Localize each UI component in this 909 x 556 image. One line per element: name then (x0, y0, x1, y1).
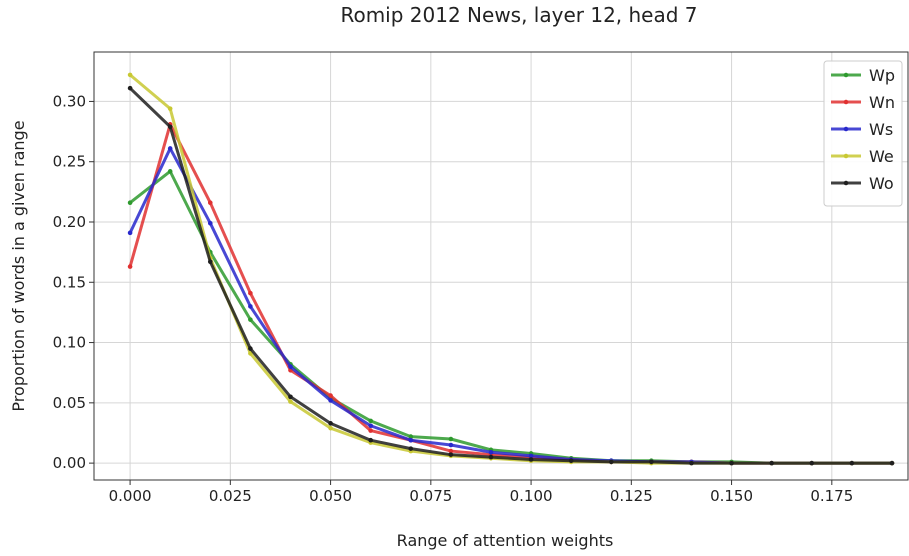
legend-label: We (869, 147, 894, 166)
data-point (207, 220, 213, 226)
legend-label: Ws (869, 120, 893, 139)
data-point (849, 460, 855, 466)
legend-item-wp: Wp (831, 66, 895, 85)
x-tick-label: 0.025 (209, 487, 252, 505)
data-point (167, 169, 173, 174)
data-point (528, 453, 534, 459)
y-tick-label: 0.25 (53, 153, 86, 171)
data-point (408, 446, 414, 451)
data-point (248, 317, 253, 322)
data-point (408, 437, 414, 443)
x-tick-label: 0.125 (610, 487, 653, 505)
x-tick-label: 0.000 (109, 487, 152, 505)
series-line-ws (128, 146, 892, 465)
legend: Wp Wn Ws We Wo (823, 60, 903, 207)
x-tick-label: 0.050 (309, 487, 352, 505)
data-point (207, 200, 213, 206)
data-point (608, 459, 614, 465)
x-tick-label: 0.100 (510, 487, 553, 505)
y-tick-label: 0.15 (53, 273, 86, 291)
series-line-we (129, 73, 892, 465)
legend-item-wn: Wn (831, 93, 895, 112)
data-point (488, 454, 494, 460)
data-point (448, 448, 454, 454)
data-point (368, 437, 373, 443)
plot-frame (93, 51, 909, 481)
data-point (248, 290, 253, 296)
data-point (568, 458, 574, 464)
data-point (328, 393, 333, 398)
data-point (729, 460, 734, 466)
series-line-wo (129, 87, 892, 465)
data-point (769, 460, 774, 466)
data-point (528, 457, 534, 462)
data-point (248, 304, 253, 309)
x-axis-label: Range of attention weights (397, 531, 614, 550)
legend-item-we: We (831, 147, 894, 166)
y-tick-label: 0.30 (53, 92, 86, 110)
data-point (167, 124, 173, 130)
data-point (448, 452, 454, 457)
legend-marker (843, 153, 849, 159)
legend-marker (843, 180, 849, 186)
series-we (127, 72, 895, 466)
data-point (127, 230, 133, 236)
data-point (368, 418, 373, 424)
legend-label: Wn (869, 93, 895, 112)
data-point (288, 399, 293, 404)
series-line-wp (129, 169, 892, 465)
legend-item-ws: Ws (831, 120, 893, 139)
series-group (127, 72, 895, 466)
data-point (127, 264, 133, 269)
legend-marker (843, 99, 849, 105)
y-tick-label: 0.00 (53, 454, 86, 472)
data-point (288, 364, 293, 369)
data-point (368, 428, 373, 433)
data-point (167, 106, 173, 111)
data-point (328, 425, 333, 431)
data-point (448, 442, 454, 448)
y-axis-label: Proportion of words in a given range (9, 120, 28, 411)
y-tick-label: 0.10 (53, 334, 86, 352)
data-point (448, 436, 454, 442)
legend-label: Wp (869, 66, 895, 85)
data-point (649, 459, 654, 465)
data-point (488, 449, 494, 455)
legend-label: Wo (869, 174, 894, 193)
x-tick-label: 0.175 (810, 487, 853, 505)
data-point (288, 394, 293, 400)
data-point (408, 434, 414, 439)
x-tick-label: 0.075 (409, 487, 452, 505)
legend-box (823, 60, 903, 207)
legend-marker (843, 72, 849, 78)
data-point (889, 460, 895, 466)
y-axis: 0.00 0.05 0.10 0.15 0.20 0.25 0.30 (53, 92, 94, 472)
data-point (368, 423, 373, 429)
chart-title: Romip 2012 News, layer 12, head 7 (340, 3, 697, 27)
data-point (689, 460, 694, 466)
series-wp (127, 169, 895, 466)
data-point (248, 346, 253, 351)
legend-item-wo: Wo (831, 174, 894, 193)
legend-marker (843, 126, 849, 132)
data-point (167, 146, 173, 151)
data-point (127, 72, 133, 78)
series-wo (127, 85, 895, 466)
data-point (328, 421, 333, 426)
y-tick-label: 0.20 (53, 213, 86, 231)
grid (94, 52, 908, 480)
data-point (809, 460, 815, 466)
x-axis: 0.000 0.025 0.050 0.075 0.100 0.125 0.150 0.175 (109, 480, 853, 505)
data-point (127, 200, 133, 206)
data-point (207, 259, 213, 265)
x-tick-label: 0.150 (710, 487, 753, 505)
y-tick-label: 0.05 (53, 394, 86, 412)
data-point (127, 85, 133, 91)
data-point (328, 398, 333, 403)
